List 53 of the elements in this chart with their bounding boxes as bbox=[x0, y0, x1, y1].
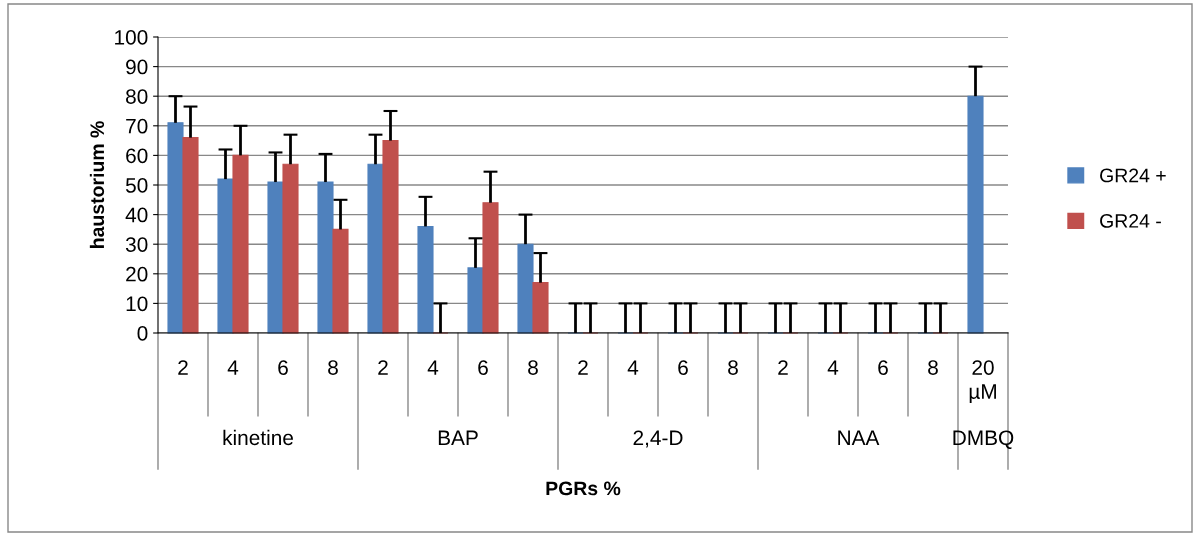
bar bbox=[332, 228, 349, 334]
x-tick-label: 2 bbox=[778, 360, 788, 375]
y-tick-label: 10 bbox=[126, 296, 148, 312]
x-tick-label: 6 bbox=[878, 360, 888, 375]
bar bbox=[517, 243, 534, 334]
y-tick-label: 20 bbox=[126, 266, 148, 282]
bar bbox=[267, 181, 284, 334]
x-tick-label: 4 bbox=[827, 360, 839, 375]
x-axis-title: PGRs % bbox=[546, 481, 621, 496]
bar bbox=[167, 122, 184, 334]
x-tick-label: 6 bbox=[678, 360, 688, 375]
bar bbox=[367, 163, 384, 334]
y-tick-label: 40 bbox=[125, 207, 148, 223]
x-tick-label: 8 bbox=[928, 360, 938, 375]
bar bbox=[482, 202, 499, 334]
x-tick-label: 8 bbox=[728, 360, 738, 375]
x-tick-label: 2 bbox=[578, 360, 588, 375]
bar bbox=[382, 140, 399, 334]
bar bbox=[182, 137, 199, 334]
y-tick-label: 0 bbox=[137, 326, 148, 341]
y-tick-label: 80 bbox=[126, 89, 148, 104]
x-tick-label: 2 bbox=[378, 360, 388, 375]
x-tick-label: 4 bbox=[627, 360, 639, 375]
text: BAP bbox=[438, 430, 478, 445]
x-tick-label: 4 bbox=[427, 360, 439, 375]
text: NAA bbox=[838, 430, 880, 445]
text: 2,4-D bbox=[633, 430, 683, 448]
bar bbox=[317, 181, 334, 334]
bar bbox=[967, 95, 984, 334]
x-tick-label: 6 bbox=[278, 360, 288, 375]
y-axis-title: haustorium % bbox=[89, 121, 105, 248]
x-tick-label: 2 bbox=[178, 360, 188, 375]
legend-label: GR24 - bbox=[1100, 214, 1161, 228]
y-tick-label: 70 bbox=[126, 118, 148, 134]
legend-label: GR24 + bbox=[1100, 168, 1166, 183]
y-tick-label: 100 bbox=[115, 30, 148, 45]
y-tick-label: 60 bbox=[126, 148, 148, 164]
bar bbox=[282, 163, 299, 334]
x-tick-label: 6 bbox=[478, 360, 488, 375]
x-tick-label: 4 bbox=[227, 360, 239, 375]
text: DMBQ bbox=[953, 430, 1014, 449]
bar bbox=[467, 267, 484, 334]
bar bbox=[417, 225, 434, 334]
x-tick-label: 20 µM bbox=[969, 360, 996, 404]
y-tick-label: 50 bbox=[125, 178, 148, 193]
y-tick-label: 30 bbox=[125, 237, 148, 252]
y-tick-label: 90 bbox=[126, 59, 148, 75]
bar bbox=[232, 154, 249, 334]
bar bbox=[217, 178, 234, 334]
text: kinetine bbox=[223, 429, 293, 446]
x-tick-label: 8 bbox=[328, 360, 338, 375]
bar bbox=[532, 282, 549, 334]
x-tick-label: 8 bbox=[528, 360, 538, 375]
